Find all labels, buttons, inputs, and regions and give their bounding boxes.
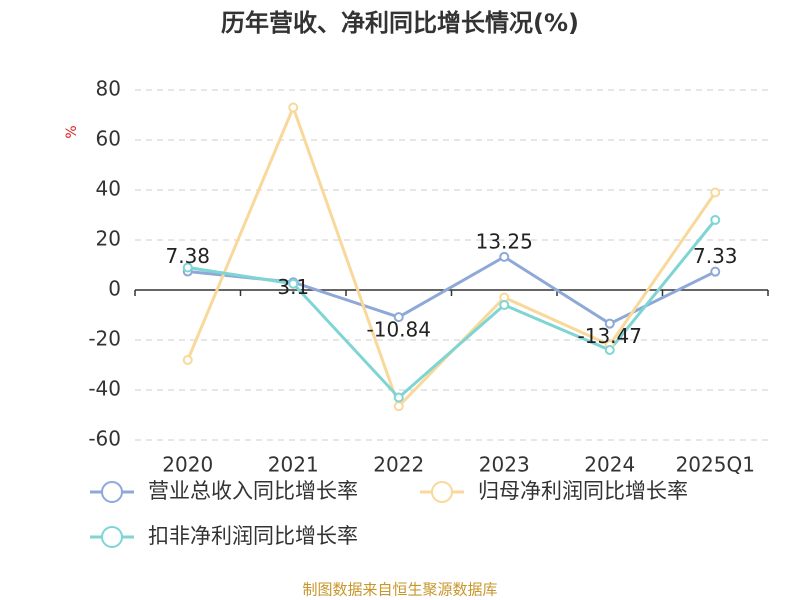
y-tick-label: 0	[108, 277, 121, 301]
data-point	[393, 312, 404, 323]
data-point	[393, 392, 404, 403]
data-point	[499, 251, 510, 262]
data-label: -13.47	[578, 324, 642, 348]
y-tick-label: -60	[88, 427, 121, 451]
data-point	[182, 355, 193, 365]
y-tick-label: 40	[96, 177, 121, 201]
data-label: 13.25	[476, 229, 533, 253]
data-point	[182, 262, 193, 273]
series-line	[187, 219, 717, 400]
series-line	[186, 103, 717, 410]
legend-label: 扣非净利润同比增长率	[148, 524, 358, 548]
y-axis-label: %	[64, 125, 80, 138]
data-label: 7.38	[165, 244, 210, 268]
y-tick-label: 80	[96, 77, 121, 101]
data-point	[499, 300, 510, 310]
legend-label: 归母净利润同比增长率	[478, 479, 688, 503]
chart-title: 历年营收、净利同比增长情况(%)	[221, 9, 579, 37]
data-point	[393, 401, 404, 412]
data-point	[288, 102, 299, 113]
y-tick-label: 20	[96, 227, 121, 251]
data-point	[604, 318, 615, 329]
data-point	[710, 266, 721, 277]
legend-marker	[101, 481, 123, 503]
data-point	[710, 187, 721, 198]
data-point	[288, 278, 299, 289]
x-tick-label: 2022	[373, 453, 424, 477]
source-note: 制图数据来自恒生聚源数据库	[302, 581, 497, 599]
data-point	[604, 345, 615, 355]
y-tick-label: -20	[88, 327, 121, 351]
x-tick-label: 2021	[268, 453, 319, 477]
data-label: 7.33	[693, 244, 738, 268]
y-tick-label: -40	[88, 377, 121, 401]
x-tick-label: 2025Q1	[676, 453, 755, 477]
data-label: -10.84	[367, 318, 431, 342]
data-label: 3.1	[277, 275, 309, 299]
x-tick-label: 2024	[584, 453, 635, 477]
y-tick-label: 60	[96, 127, 121, 151]
x-tick-label: 2020	[162, 453, 213, 477]
legend-marker	[431, 481, 453, 503]
x-tick-label: 2023	[479, 453, 530, 477]
legend-label: 营业总收入同比增长率	[148, 479, 358, 503]
legend-marker	[101, 526, 123, 548]
data-point	[710, 215, 721, 225]
